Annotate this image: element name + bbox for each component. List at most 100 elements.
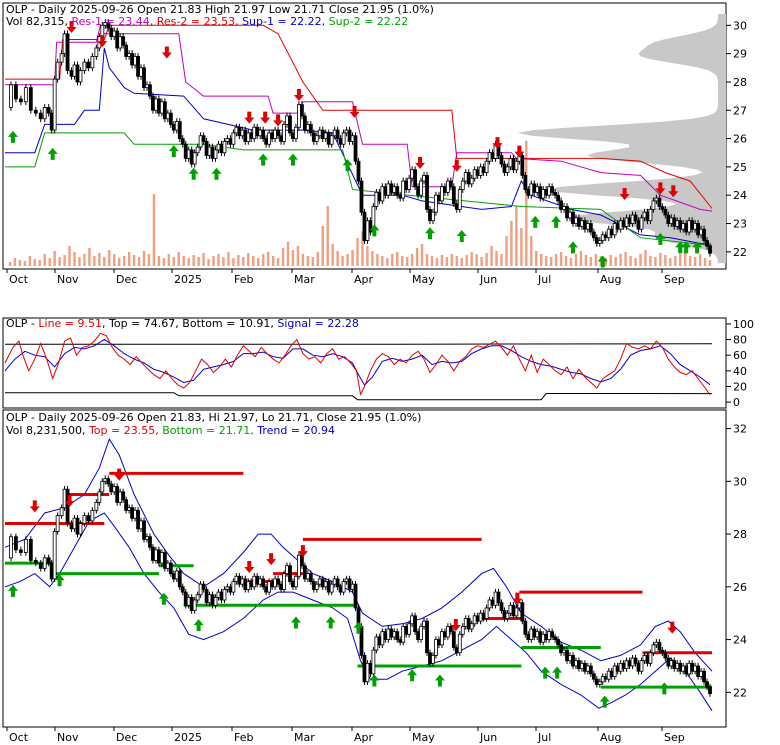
x-tick-label: Nov [57,731,79,744]
price-candle-body [264,138,269,145]
price-candle-body [33,109,38,114]
volume-bar [33,259,36,266]
trend-candle-body [282,573,286,590]
trend-candle-body [234,575,239,582]
price-candle-body [386,183,391,196]
price-candle-body [62,33,67,55]
x-tick-label: Mar [294,273,315,286]
trend-candle-body [237,575,242,585]
price-candle-body [317,129,322,137]
trend-candle-body [159,552,164,564]
price-candle-body [612,223,617,236]
trend-candle-body [82,515,87,524]
volume-bar [574,254,578,266]
trend-candle-body [416,631,420,640]
trend-candle-body [568,655,572,662]
buy-arrow [692,241,703,254]
volume-bar [217,254,220,266]
volume-bar [28,256,32,266]
price-candle-body [356,160,361,182]
volume-bar [147,254,151,266]
buy-arrow [258,153,269,166]
trend-buy-arrow [353,621,364,634]
trend-candle-body [201,583,206,590]
trend-candle-body [46,557,51,564]
volume-bar [23,261,27,266]
price-y-tick-label: 23 [733,218,747,231]
price-candle-body [678,220,683,230]
trend-legend-item: Vol 8,231,500, [6,424,89,437]
volume-bar [450,254,454,266]
trend-candle-body [249,581,254,588]
volume-bar [435,258,439,266]
volume-bar [569,258,573,266]
price-candle-body [329,135,334,145]
price-candle-body [177,121,182,139]
price-candle-body [204,141,209,156]
oscillator-panel-frame [2,317,727,409]
price-candle-body [672,217,677,227]
trend-candle-body [437,639,441,646]
sell-arrow [655,182,666,195]
price-candle-body [359,180,364,213]
price-candle-body [389,183,394,193]
volume-bar [53,251,56,266]
trend-candle-body [279,583,283,590]
trend-sell-arrow [450,619,461,632]
price-candle-body [547,186,552,196]
volume-bar [207,259,210,266]
trend-candle-body [380,631,385,646]
price-candle-body [484,160,489,173]
trend-candle-body [708,686,712,695]
x-axis-labels: Oct Nov Dec 2025 Feb Mar Apr May Jun Jul Aug Sep Oct… [6,269,685,744]
volume-bar [589,257,593,266]
trend-candle-body [338,586,343,593]
price-candle-body [407,177,412,190]
price-candle-body [130,53,135,66]
trend-candle-body [75,517,80,535]
volume-bar [361,231,364,266]
price-candle-body [234,126,239,134]
trend-candle-body [481,612,486,619]
price-candle-body [18,98,23,103]
trend-candle-body [541,633,546,643]
price-candle-body [165,112,170,120]
volume-bar [440,255,444,266]
volume-bar [281,248,285,266]
osc-header-item: Bottom = 10.91 [182,317,270,330]
trend-y-tick-label: 30 [733,475,747,488]
price-candle-body [466,172,471,185]
trend-candle-body [651,644,656,654]
volume-bar [470,252,473,266]
price-candle-body [171,124,176,131]
price-candle-body [297,104,301,128]
trend-legend-item: Bottom = 21.71, [162,424,257,437]
price-candle-body [529,183,534,196]
volume-bar [594,254,598,266]
price-candle-body [544,189,549,196]
price-candle-body [687,220,692,233]
volume-bar [177,252,180,266]
price-candle-body [198,135,203,148]
buy-arrow [456,230,467,243]
trend-candle-body [294,575,298,588]
trend-candle-body [553,636,558,640]
trend-buy-arrow [659,682,670,695]
volume-bar [679,254,682,266]
buy-arrow [369,224,380,237]
price-candle-body [669,217,674,224]
trend-candle-body [609,670,614,677]
price-candle-body [267,132,272,145]
trend-sell-arrow [512,592,523,605]
x-tick-label: Jul [537,273,551,286]
volume-bar [237,255,240,266]
price-candle-body [627,217,632,224]
trend-candle-body [693,665,698,672]
price-candle-body [174,121,179,131]
price-candle-body [377,191,382,202]
trend-candle-body [112,486,117,493]
volume-bar [669,258,672,266]
trend-candle-body [627,660,632,667]
price-candle-body [681,223,686,230]
price-candle-body [252,126,257,139]
